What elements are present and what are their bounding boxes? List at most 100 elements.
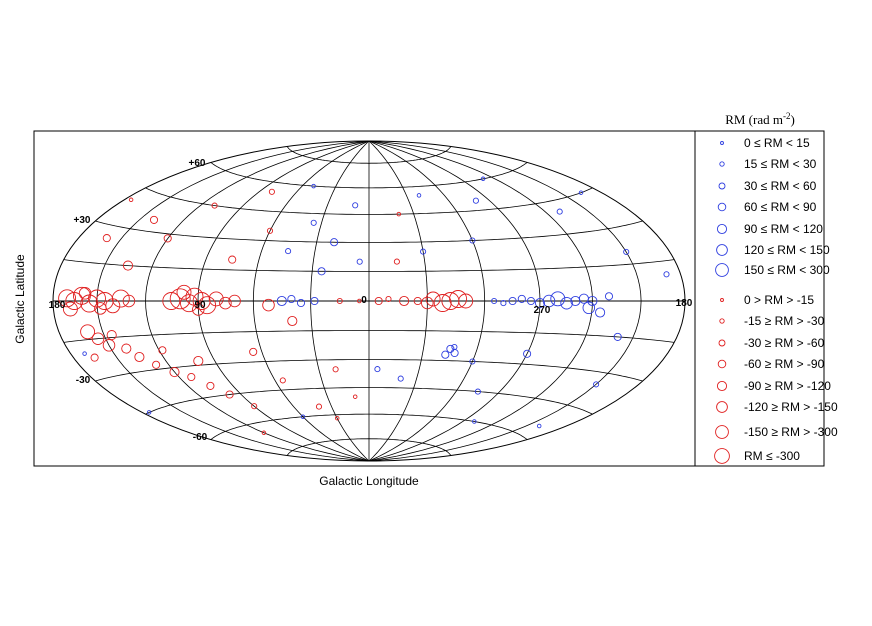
legend-label: -30 ≥ RM > -60 [744, 336, 825, 350]
rm-point [287, 315, 298, 327]
rm-point [128, 197, 134, 203]
rm-point [91, 332, 105, 345]
rm-point [187, 372, 196, 382]
legend-marker [714, 448, 730, 464]
rm-point [310, 296, 319, 306]
rm-point [604, 292, 614, 301]
rm-point [225, 390, 234, 399]
parallel-line [145, 187, 593, 215]
legend-marker [720, 141, 724, 145]
legend-frame [694, 130, 825, 467]
rm-point [578, 190, 584, 195]
rm-point [111, 289, 130, 308]
rm-point [82, 351, 87, 356]
rm-point [526, 296, 536, 306]
rm-point [523, 349, 532, 358]
parallel-line [210, 413, 528, 440]
rm-point [330, 238, 339, 247]
rm-point [192, 303, 205, 316]
rm-point [374, 366, 381, 373]
rm-point [458, 293, 474, 309]
rm-point [266, 227, 274, 234]
rm-point [162, 292, 181, 310]
rm-point [472, 419, 477, 424]
rm-point [623, 248, 630, 255]
legend: 0 ≤ RM < 15 15 ≤ RM < 30 30 ≤ RM < 60 60 ≤ … [714, 136, 838, 464]
parallel-line [63, 259, 675, 272]
rm-point [491, 297, 498, 305]
rm-point [261, 430, 267, 436]
rm-point [357, 298, 362, 304]
rm-point [385, 295, 392, 303]
rm-point [296, 298, 306, 308]
legend-marker [716, 380, 728, 392]
legend-label: RM ≤ -300 [744, 449, 800, 463]
rm-point [310, 219, 317, 226]
rm-point [62, 301, 78, 317]
rm-point [397, 375, 404, 382]
rm-point [420, 248, 427, 255]
rm-point [206, 381, 215, 390]
legend-marker [720, 298, 724, 302]
rm-point [582, 301, 596, 315]
data-points [58, 176, 670, 436]
rm-point [78, 287, 92, 300]
rm-point [169, 367, 180, 378]
rm-point [317, 267, 326, 276]
legend-marker [718, 339, 726, 347]
legend-label: 15 ≤ RM < 30 [744, 157, 817, 171]
legend-label: -90 ≥ RM > -120 [744, 379, 831, 393]
parallel-line [286, 438, 452, 456]
rm-point [542, 294, 556, 308]
rm-point [193, 355, 204, 367]
rm-point [352, 394, 358, 399]
rm-point [315, 403, 323, 410]
parallel-line [286, 146, 452, 164]
rm-point [517, 294, 526, 303]
rm-point [102, 339, 116, 352]
x-tick-label: 270 [534, 305, 551, 316]
rm-point [433, 294, 452, 312]
rm-point [262, 298, 275, 312]
rm-point [480, 176, 486, 182]
rm-point [332, 366, 339, 373]
legend-marker [716, 401, 728, 413]
rm-point [374, 296, 383, 306]
legend-label: -150 ≥ RM > -300 [744, 425, 838, 439]
rm-point [106, 330, 117, 341]
rm-point [208, 291, 224, 307]
rm-point [94, 302, 107, 315]
legend-label: -60 ≥ RM > -90 [744, 357, 825, 371]
rm-point [449, 290, 468, 308]
legend-marker [716, 244, 728, 256]
rm-point [122, 294, 136, 308]
legend-label: 90 ≤ RM < 120 [744, 222, 823, 236]
legend-marker [717, 359, 727, 369]
legend-marker [716, 223, 728, 235]
rm-point [393, 258, 400, 265]
rm-point [311, 183, 316, 189]
rm-point [192, 292, 211, 310]
rm-point [163, 234, 172, 243]
rm-point [593, 381, 600, 388]
rm-point [500, 300, 507, 307]
rm-point [413, 296, 422, 306]
rm-point [180, 294, 198, 313]
legend-label: 60 ≤ RM < 90 [744, 200, 817, 214]
rm-point [149, 215, 159, 224]
rm-point [416, 193, 422, 198]
graticule-grid [52, 140, 686, 462]
rm-point [219, 296, 232, 310]
rm-point [474, 388, 481, 395]
rm-point [176, 284, 192, 300]
rm-point [663, 271, 670, 278]
rm-point [534, 298, 546, 309]
parallel-line [95, 359, 643, 382]
rm-point [300, 414, 306, 420]
rm-point [279, 377, 286, 384]
rm-point [587, 295, 598, 307]
parallel-line [210, 162, 528, 189]
legend-marker [718, 182, 726, 190]
x-tick-label: 180 [49, 300, 66, 311]
